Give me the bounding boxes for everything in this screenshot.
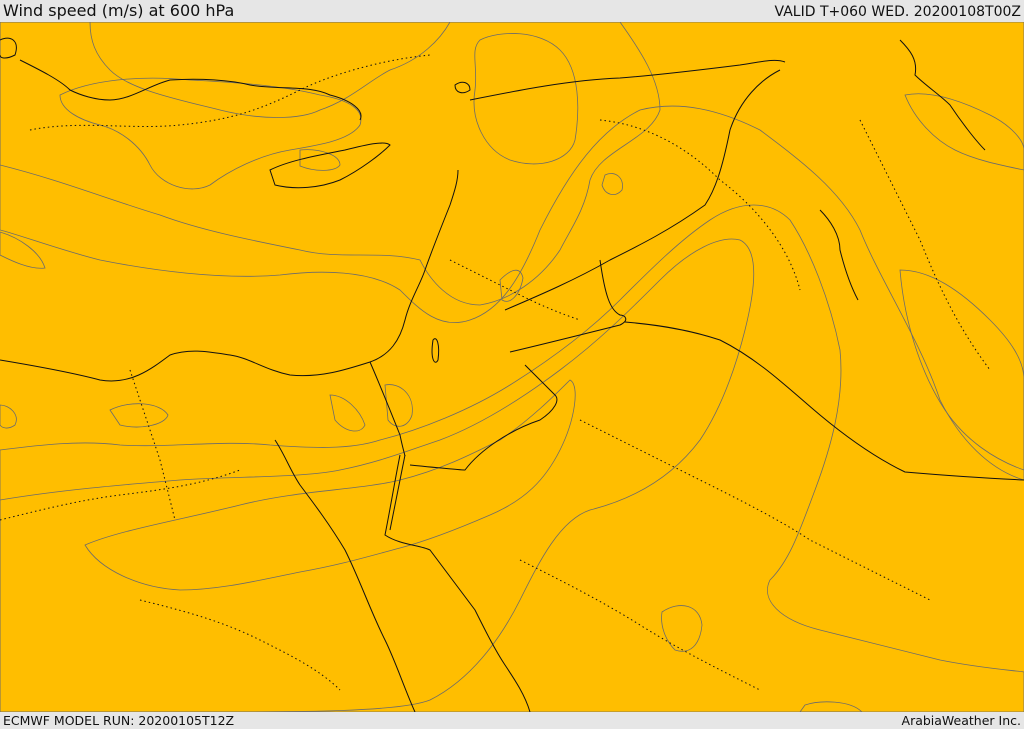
field-patch-8 xyxy=(499,269,524,302)
map-title: Wind speed (m/s) at 600 hPa xyxy=(3,1,235,20)
field-patch-3 xyxy=(329,394,366,432)
border-dotted-sudan xyxy=(139,599,341,691)
field-band4 xyxy=(0,22,1024,712)
border-turkey-syria xyxy=(469,59,786,101)
coastline-mediterranean xyxy=(0,169,459,382)
field-band1-east xyxy=(473,33,579,165)
coastline-persian-gulf xyxy=(819,209,859,301)
coastline-red-sea-east xyxy=(384,454,531,712)
border-dotted-libya xyxy=(129,369,176,521)
border-dotted-jordan xyxy=(449,259,581,321)
field-patch-1 xyxy=(109,403,169,428)
field-band5 xyxy=(0,204,1024,712)
field-band2 xyxy=(0,22,661,306)
field-band1 xyxy=(89,22,451,118)
coastline-cyprus xyxy=(269,142,391,189)
border-saudi-jordan xyxy=(509,259,627,353)
map-canvas xyxy=(0,22,1024,712)
coastline-red-sea xyxy=(274,439,416,712)
border-dotted-saudi2 xyxy=(519,559,761,691)
field-patch-5 xyxy=(0,231,46,269)
field-band1-cyprus xyxy=(299,149,341,171)
coastline-black-sea-island xyxy=(454,81,471,94)
coastline-gulf-aqaba xyxy=(389,454,406,531)
field-band2-east xyxy=(904,93,1024,171)
border-syria-iraq xyxy=(504,69,781,311)
border-egypt-israel xyxy=(369,361,406,457)
field-lowest xyxy=(59,77,362,190)
field-band2-gulf xyxy=(899,269,1024,471)
model-run: ECMWF MODEL RUN: 20200105T12Z xyxy=(3,713,235,728)
field-patch-6 xyxy=(0,404,17,429)
wind-speed-map xyxy=(0,22,1024,712)
credit: ArabiaWeather Inc. xyxy=(901,713,1021,728)
border-egypt-sudan xyxy=(409,364,558,471)
coastline-dead-sea xyxy=(431,338,440,363)
coastline-aegean xyxy=(0,37,17,59)
field-patch-7 xyxy=(601,173,623,195)
field-patch-2 xyxy=(384,384,413,427)
header-bar: Wind speed (m/s) at 600 hPa VALID T+060 … xyxy=(0,0,1024,22)
footer-bar: ECMWF MODEL RUN: 20200105T12Z ArabiaWeat… xyxy=(0,712,1024,729)
field-patch-4 xyxy=(661,605,703,652)
field-patch-9 xyxy=(799,701,863,712)
field-band7 xyxy=(84,379,576,591)
coastline-turkey xyxy=(19,59,362,121)
field-band6 xyxy=(0,238,755,712)
coastline-caspian xyxy=(899,39,986,151)
border-dotted-iran xyxy=(859,119,991,371)
border-dotted-egypt xyxy=(0,469,241,521)
field-band3 xyxy=(0,22,1024,481)
border-saudi-iraq xyxy=(624,321,1024,481)
valid-time: VALID T+060 WED. 20200108T00Z xyxy=(774,4,1021,20)
